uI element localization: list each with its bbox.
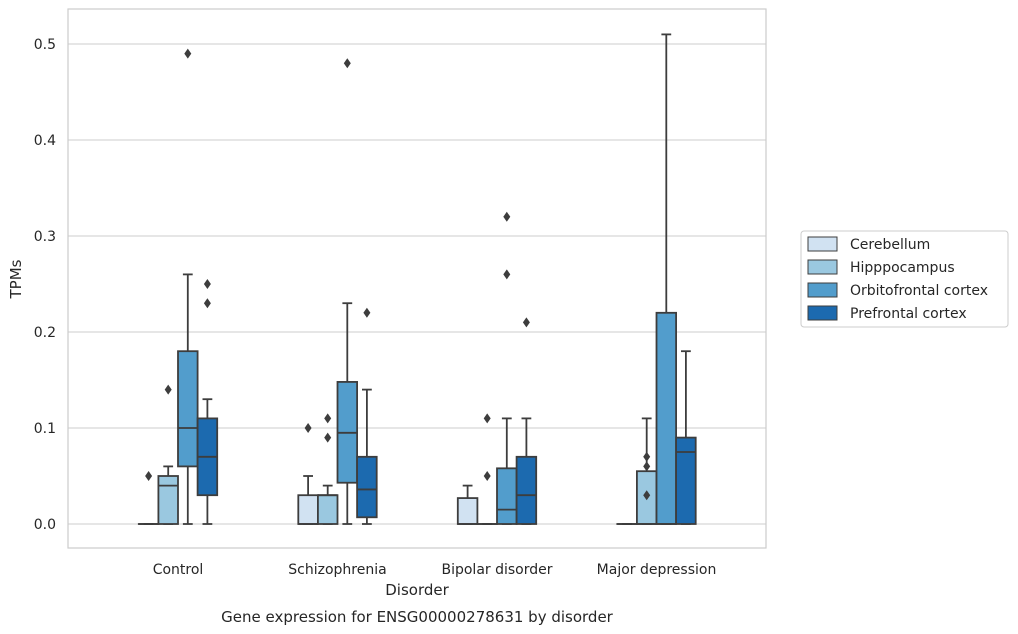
box-orbitofrontal-cortex [177,48,199,525]
legend-frame [800,230,1009,328]
outlier-point [203,298,211,309]
outlier-point [503,211,511,222]
box-series [137,33,697,525]
y-tick-label: 0.0 [34,517,56,533]
outlier-point [643,461,651,472]
outlier-point [164,384,172,395]
x-axis-title: Disorder [385,581,449,599]
y-tick-label: 0.3 [34,229,56,245]
box-iqr [297,494,319,525]
y-tick-labels: 0.0 0.1 0.2 0.3 0.4 0.5 [34,37,56,533]
outlier-point [643,451,651,462]
box-iqr [157,475,179,525]
legend-label: Hipppocampus [850,260,955,276]
box-iqr [515,455,538,525]
y-tick-label: 0.4 [34,133,56,149]
outlier-point [324,432,332,443]
box-prefrontal-cortex [515,317,538,525]
x-tick-label: Bipolar disorder [441,562,552,578]
box-iqr [496,467,518,525]
y-tick-label: 0.2 [34,325,56,341]
outlier-point [522,317,530,328]
legend: Cerebellum Hipppocampus Orbitofrontal cort… [800,230,1009,328]
outlier-point [363,307,371,318]
legend-label: Orbitofrontal cortex [850,283,988,299]
outlier-point [324,413,332,424]
box-prefrontal-cortex [196,279,219,525]
outlier-point [184,48,192,59]
box-orbitofrontal-cortex [336,58,359,525]
legend-swatch [807,259,838,275]
box-hipppocampus [636,417,658,525]
y-axis-title: TPMs [7,259,25,299]
outlier-point [343,58,351,69]
box-iqr [316,494,339,525]
box-cerebellum [456,484,479,525]
box-orbitofrontal-cortex [655,33,678,525]
x-tick-label: Schizophrenia [288,562,386,578]
box-iqr [675,436,697,525]
box-cerebellum [297,423,319,525]
outlier-point [203,279,211,289]
outlier-point [503,269,511,280]
outlier-point [483,413,491,424]
box-prefrontal-cortex [356,307,378,525]
legend-swatch [807,305,838,321]
box-iqr [356,455,378,519]
box-iqr [177,350,199,468]
legend-label: Prefrontal cortex [850,306,967,322]
x-tick-label: Major depression [597,562,717,578]
outlier-point [304,423,312,433]
box-iqr [456,497,479,525]
box-prefrontal-cortex [675,350,697,525]
box-hipppocampus [316,413,339,525]
outlier-point [483,471,491,481]
chart-caption: Gene expression for ENSG00000278631 by d… [221,608,614,626]
x-tick-label: Control [153,562,204,578]
legend-swatch [807,282,838,298]
plot-frame [67,8,767,549]
outlier-point [643,490,651,501]
x-tick-labels: Control Schizophrenia Bipolar disorder Majo… [153,562,717,578]
y-tick-label: 0.1 [34,421,56,437]
box-hipppocampus [157,384,179,525]
legend-swatch [807,236,838,252]
outlier-point [145,471,153,481]
box-iqr [655,311,678,525]
legend-label: Cerebellum [850,237,930,253]
y-tick-label: 0.5 [34,37,56,53]
